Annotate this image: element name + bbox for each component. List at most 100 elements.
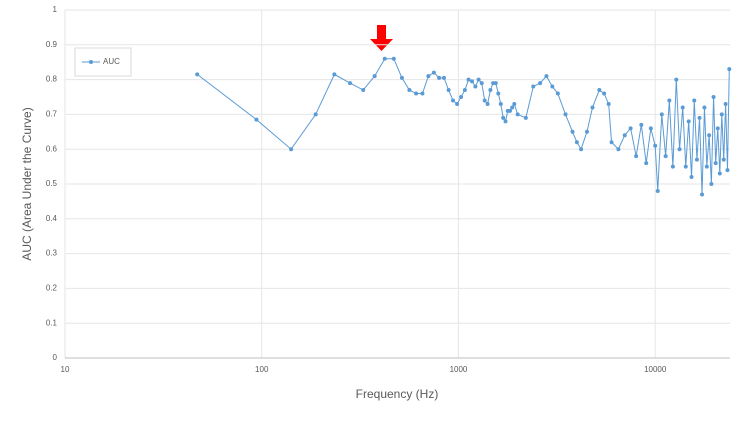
point [313,112,318,117]
point [466,77,471,82]
point [485,101,490,106]
point [639,122,644,127]
point [674,77,679,82]
point [677,147,682,152]
point [446,88,451,93]
point [382,56,387,61]
point [503,119,508,124]
legend-label: AUC [103,57,120,66]
point [707,133,712,138]
point [459,95,464,99]
point [570,129,575,134]
point [727,67,732,72]
point [628,126,633,131]
point [450,98,455,103]
point [686,119,691,124]
point [431,70,436,75]
point [713,161,718,166]
point [723,101,728,106]
point [704,164,709,169]
point [702,105,707,110]
point [622,133,627,138]
point [391,56,396,61]
point [498,101,503,106]
point [496,91,501,96]
point [414,91,419,96]
point [711,95,716,99]
point [579,147,584,152]
point [195,72,200,77]
y-tick-label: 0.9 [46,40,58,49]
x-axis-label: Frequency (Hz) [356,387,439,401]
point [725,168,730,173]
point [482,98,487,103]
point [510,105,515,110]
point [634,154,639,159]
y-tick-label: 0.3 [46,249,58,258]
point [361,88,366,93]
point [515,112,520,117]
y-tick-label: 0.1 [46,318,58,327]
y-tick-label: 0.7 [46,110,58,119]
point [420,91,425,96]
point [289,147,294,152]
point [508,108,513,113]
point [332,72,337,77]
point [667,98,672,103]
point [721,157,726,162]
point [470,79,475,84]
y-tick-label: 0.5 [46,179,58,188]
y-tick-label: 0.6 [46,144,58,153]
y-tick-label: 0.8 [46,75,58,84]
y-tick-label: 0.4 [46,214,58,223]
point [597,88,602,93]
point [538,81,543,86]
point [653,143,658,148]
point [426,74,431,79]
point [512,101,517,106]
line [196,58,730,195]
point [719,112,724,117]
point [455,101,460,106]
point [590,105,595,110]
point [670,164,675,169]
y-tick-label: 0.2 [46,284,58,293]
point [550,84,555,89]
x-tick-label: 10000 [644,365,667,374]
point [574,140,579,145]
x-tick-label: 100 [255,365,269,374]
point [441,75,446,80]
arrow-annotation [370,25,393,51]
y-tick-label: 1 [53,5,58,14]
point [709,182,714,186]
point [609,140,614,145]
point [473,84,478,89]
point [616,147,621,152]
point [680,105,685,110]
point [523,115,528,120]
point [692,98,697,103]
point [717,171,722,176]
point [407,88,412,93]
y-axis-label: AUC (Area Under the Curve) [20,107,34,260]
point [663,154,668,159]
legend-marker [89,60,93,64]
point [715,126,720,131]
point [555,91,560,96]
point [659,112,664,117]
point [479,81,484,86]
point [694,157,699,162]
point [655,188,660,193]
point [254,117,259,122]
point [563,112,568,117]
x-tick-label: 1000 [450,365,468,374]
point [493,81,498,86]
point [544,74,549,79]
point [697,115,702,120]
point [531,84,536,89]
point [488,88,493,93]
point [584,129,589,134]
point [689,175,694,180]
point [683,164,688,169]
